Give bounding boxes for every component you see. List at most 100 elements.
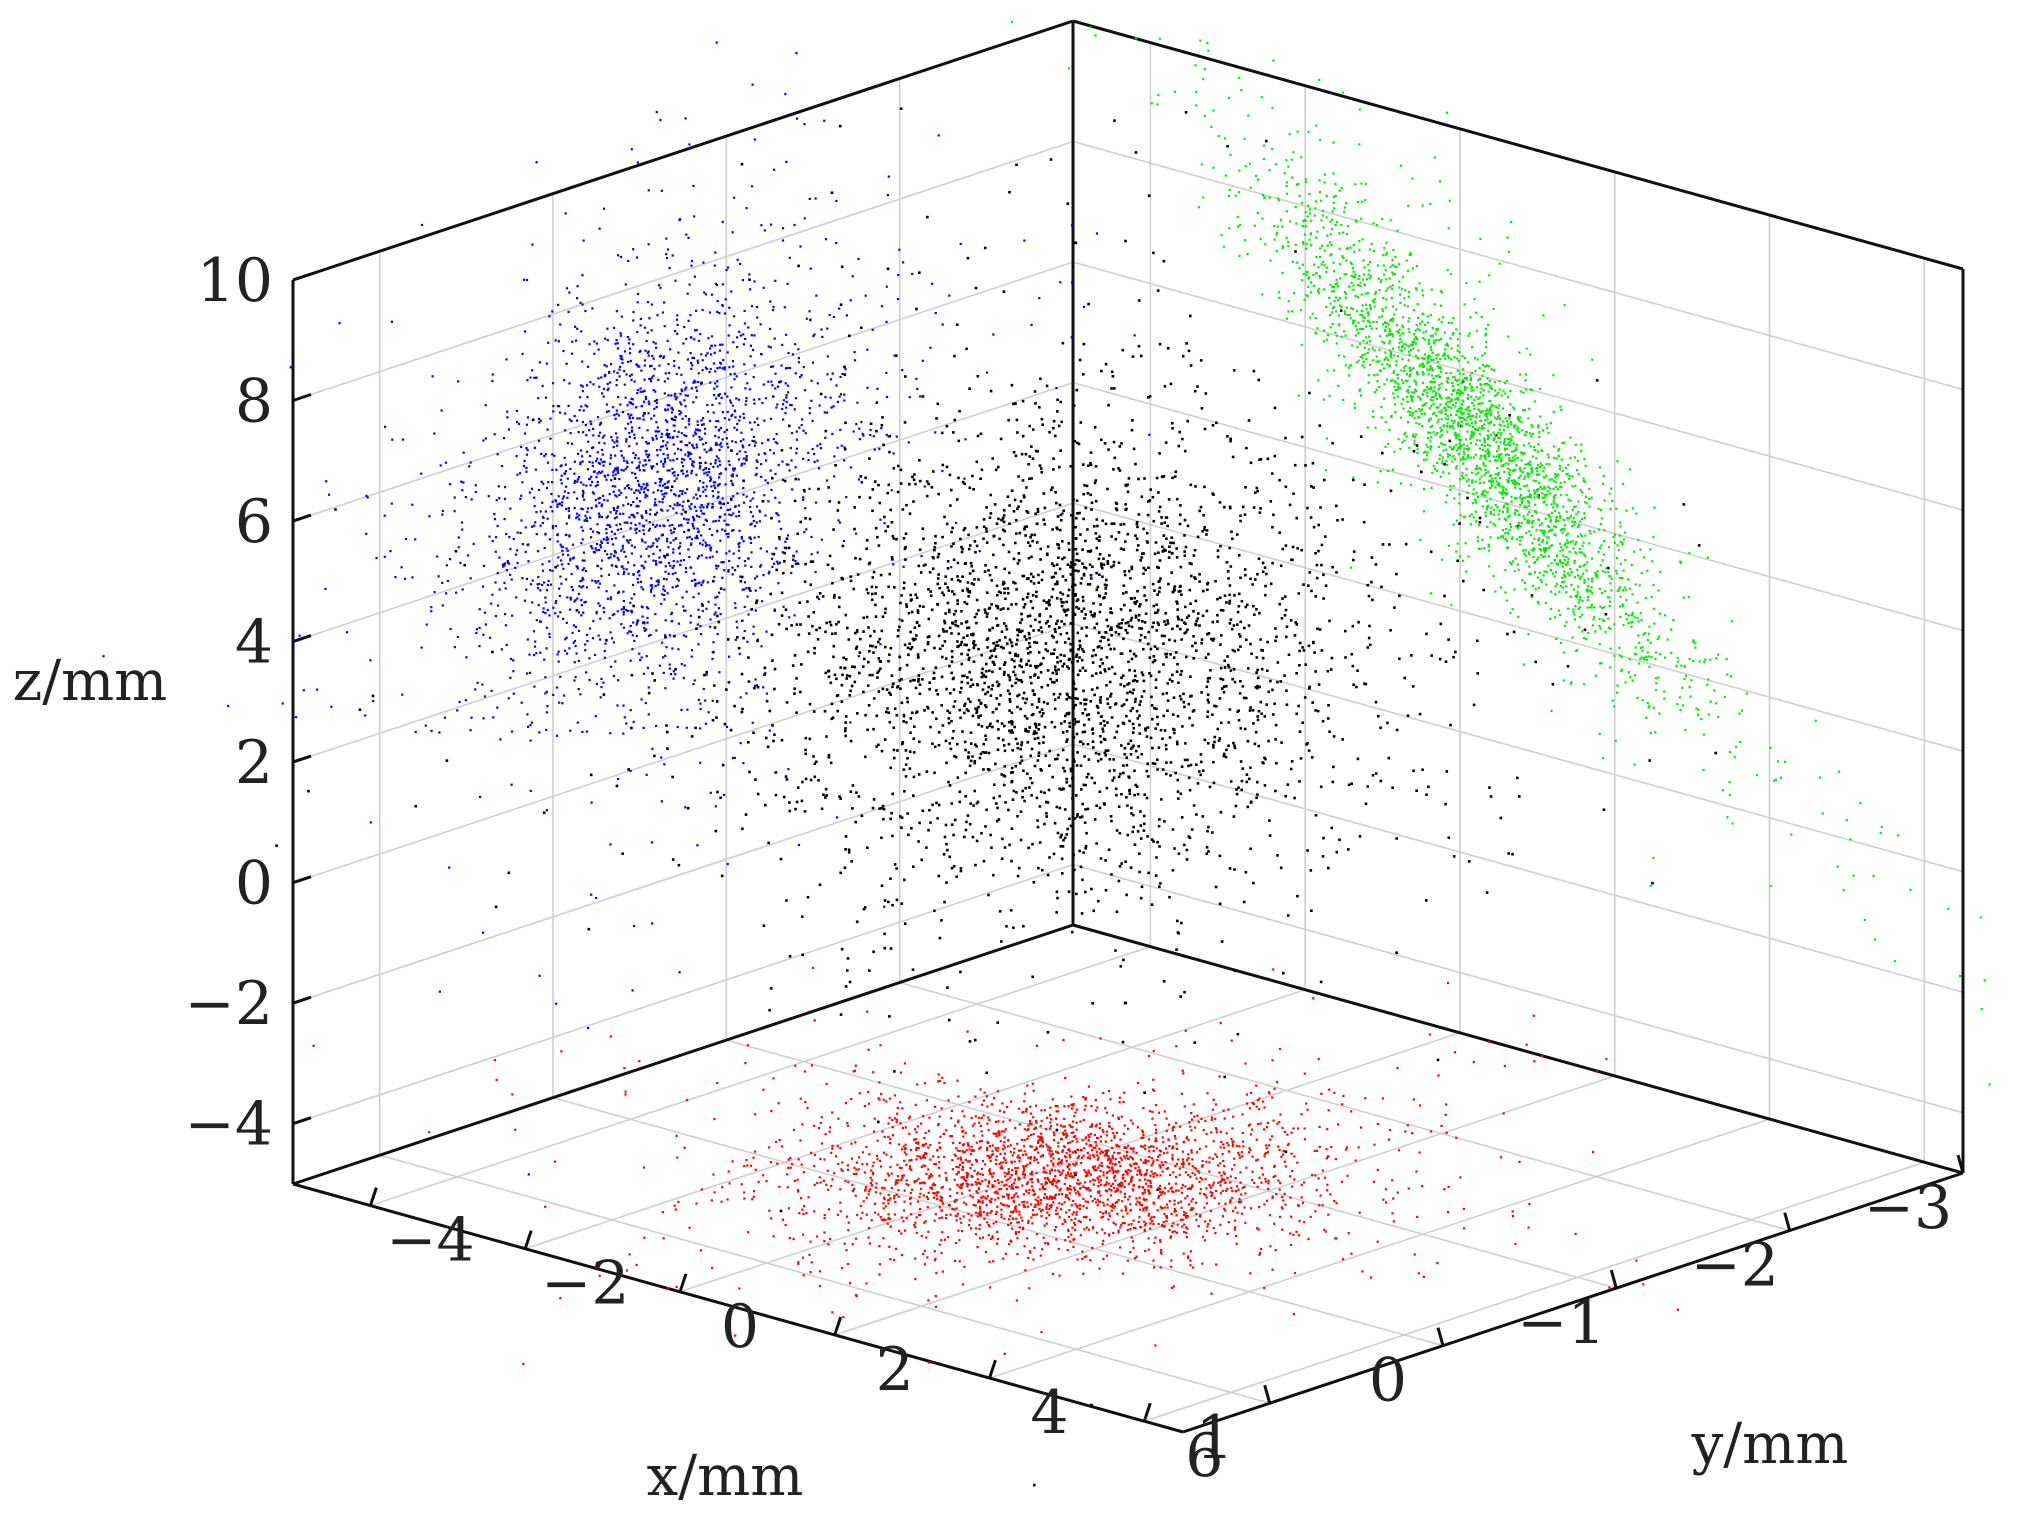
data-point (856, 629, 859, 632)
data-point (1021, 796, 1024, 799)
data-point (1219, 666, 1223, 670)
data-point (853, 359, 857, 362)
data-point (1011, 749, 1014, 752)
data-point (102, 655, 105, 658)
data-point (1150, 903, 1154, 906)
data-point (888, 572, 891, 576)
data-point (943, 640, 947, 643)
data-point (961, 480, 965, 484)
data-point (950, 578, 954, 581)
data-point (611, 485, 614, 488)
y-tick-mark (368, 1187, 378, 1207)
data-point (667, 572, 670, 575)
data-point (706, 410, 709, 413)
data-point (750, 511, 753, 514)
data-point (1090, 501, 1094, 505)
data-point (430, 610, 433, 613)
data-point (1213, 704, 1216, 708)
data-point (918, 479, 922, 483)
data-point (1000, 857, 1004, 860)
data-point (647, 243, 650, 246)
data-point (503, 437, 506, 440)
data-point (543, 658, 546, 661)
data-point (1057, 424, 1061, 428)
data-point (625, 496, 628, 499)
data-point (904, 375, 907, 378)
data-point (1122, 637, 1125, 641)
data-point (719, 361, 722, 364)
data-point (640, 486, 643, 489)
data-point (709, 476, 712, 479)
data-point (766, 745, 770, 749)
data-point (883, 905, 886, 908)
data-point (1199, 505, 1203, 509)
data-point (1060, 788, 1063, 791)
data-point (1213, 740, 1216, 744)
data-point (1089, 700, 1093, 703)
data-point (1189, 314, 1192, 318)
data-point (674, 419, 677, 422)
data-point (537, 417, 541, 420)
data-point (1089, 577, 1093, 580)
data-point (1018, 531, 1022, 535)
data-point (630, 726, 633, 730)
data-point (536, 550, 540, 553)
data-point (1002, 774, 1005, 777)
data-point (1271, 688, 1274, 692)
data-point (1082, 492, 1085, 496)
data-point (1003, 846, 1007, 849)
data-point (1063, 836, 1067, 840)
data-point (1247, 419, 1251, 422)
data-point (794, 807, 797, 811)
data-point (898, 667, 902, 670)
data-point (1249, 766, 1252, 769)
data-point (524, 526, 527, 529)
data-point (686, 292, 689, 295)
box-frame (291, 19, 1965, 1434)
data-point (1234, 804, 1238, 808)
data-point (1485, 891, 1489, 894)
data-point (862, 434, 865, 437)
data-point (1229, 780, 1233, 783)
data-point (1069, 648, 1072, 652)
data-point (1027, 652, 1030, 655)
data-point (1051, 486, 1054, 489)
data-point (1056, 582, 1059, 586)
data-point (879, 518, 882, 521)
data-point (648, 513, 652, 516)
data-point (605, 536, 609, 539)
data-point (658, 477, 661, 480)
data-point (1301, 721, 1304, 724)
data-point (1274, 738, 1277, 741)
data-point (1037, 676, 1040, 679)
data-point (831, 716, 835, 719)
data-point (1322, 597, 1325, 600)
data-point (671, 858, 675, 861)
data-point (684, 415, 687, 418)
data-point (598, 548, 601, 552)
data-point (782, 403, 785, 406)
data-point (1153, 707, 1156, 710)
data-point (734, 505, 737, 508)
data-point (1035, 796, 1039, 800)
data-point (623, 370, 626, 373)
data-point (935, 689, 938, 692)
data-point (681, 505, 684, 508)
data-point (1332, 735, 1336, 738)
data-point (1147, 500, 1150, 503)
data-point (1218, 854, 1222, 858)
data-point (1274, 639, 1277, 643)
data-point (1363, 682, 1366, 685)
data-point (1081, 730, 1085, 734)
data-point (1055, 911, 1058, 914)
data-point (1228, 584, 1232, 587)
data-point (1052, 468, 1055, 471)
data-point (964, 562, 967, 565)
data-point (734, 638, 737, 641)
data-point (966, 626, 969, 630)
data-point (1239, 680, 1242, 683)
data-point (1069, 622, 1072, 625)
data-point (745, 455, 748, 458)
data-point (912, 737, 916, 740)
data-point (1072, 577, 1075, 581)
